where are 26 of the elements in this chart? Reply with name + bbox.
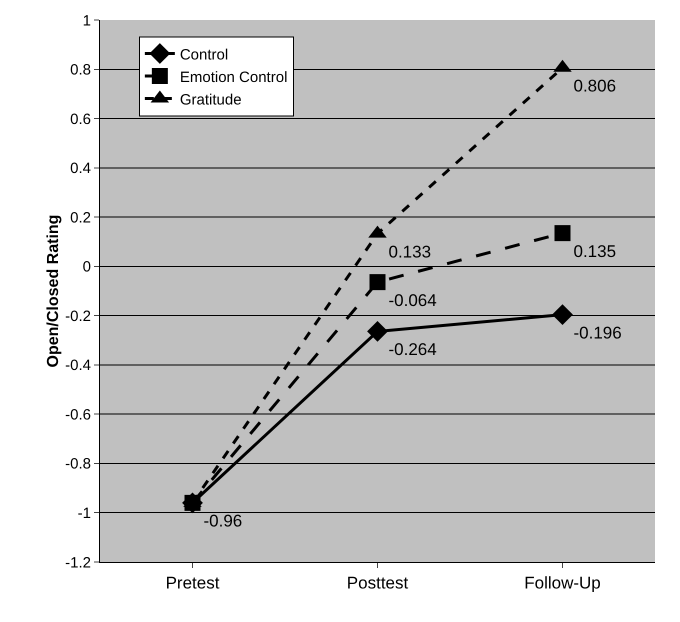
legend-label: Emotion Control — [180, 68, 288, 86]
y-tick-label: -0.8 — [65, 456, 91, 473]
x-tick-label: Posttest — [346, 573, 408, 592]
y-tick-label: -0.4 — [65, 357, 91, 374]
legend-label: Control — [180, 46, 228, 64]
data-label: -0.196 — [574, 323, 622, 342]
y-axis-title: Open/Closed Rating — [45, 214, 62, 368]
data-label: 0.133 — [388, 242, 432, 262]
data-label: 0.135 — [574, 242, 616, 261]
data-label: 0.806 — [574, 76, 616, 96]
y-tick-label: 0.2 — [70, 209, 91, 226]
data-label: -0.264 — [388, 340, 437, 360]
y-tick-label: 0.8 — [70, 62, 91, 79]
y-tick-label: -0.2 — [65, 308, 91, 325]
y-tick-label: 0.4 — [70, 160, 91, 178]
y-tick-label: 0 — [82, 258, 91, 276]
y-tick-label: -1.2 — [65, 554, 91, 572]
y-tick-label: -1 — [78, 504, 91, 522]
x-tick-label: Follow-Up — [524, 573, 601, 592]
y-tick-label: 1 — [82, 12, 91, 30]
data-label: -0.96 — [204, 512, 242, 531]
y-tick-label: 0.6 — [70, 110, 91, 128]
legend-label: Gratitude — [180, 91, 242, 108]
data-label: -0.064 — [388, 290, 437, 310]
y-tick-label: -0.6 — [65, 406, 91, 424]
x-tick-label: Pretest — [166, 573, 220, 592]
